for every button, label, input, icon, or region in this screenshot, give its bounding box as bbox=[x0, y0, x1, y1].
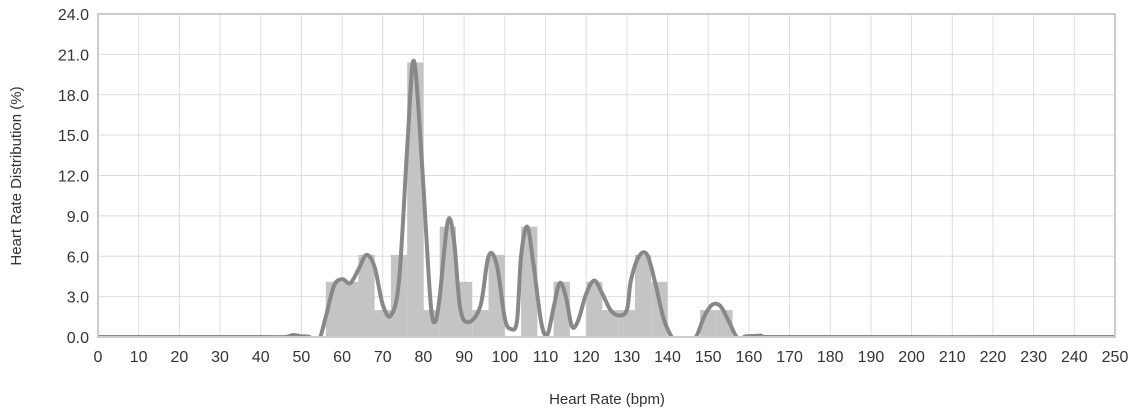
x-tick-label: 30 bbox=[211, 349, 229, 366]
x-tick-label: 110 bbox=[533, 349, 559, 366]
bars bbox=[325, 62, 733, 337]
x-tick-label: 10 bbox=[130, 349, 148, 366]
density-curve bbox=[98, 58, 1115, 337]
histogram-bar bbox=[342, 281, 359, 337]
x-tick-label: 200 bbox=[898, 349, 925, 366]
x-tick-label: 40 bbox=[252, 349, 270, 366]
x-tick-label: 190 bbox=[858, 349, 885, 366]
x-tick-label: 60 bbox=[333, 349, 351, 366]
y-axis-title: Heart Rate Distribution (%) bbox=[8, 86, 25, 265]
x-tick-label: 100 bbox=[491, 349, 518, 366]
x-tick-label: 210 bbox=[939, 349, 966, 366]
y-tick-label: 15.0 bbox=[58, 128, 89, 145]
x-tick-label: 230 bbox=[1020, 349, 1047, 366]
x-tick-label: 150 bbox=[695, 349, 722, 366]
histogram-bar bbox=[634, 254, 652, 337]
y-tick-label: 0.0 bbox=[67, 330, 89, 347]
histogram-bar bbox=[586, 281, 603, 337]
x-tick-label: 240 bbox=[1061, 349, 1088, 366]
y-tick-label: 21.0 bbox=[58, 47, 89, 64]
x-tick-label: 250 bbox=[1102, 349, 1129, 366]
histogram-bar bbox=[472, 310, 489, 337]
plot-frame bbox=[97, 13, 1116, 338]
x-tick-label: 90 bbox=[455, 349, 473, 366]
x-tick-label: 130 bbox=[613, 349, 640, 366]
y-tick-label: 18.0 bbox=[58, 88, 89, 105]
histogram-bar bbox=[602, 310, 619, 337]
x-tick-label: 140 bbox=[654, 349, 681, 366]
x-tick-label: 80 bbox=[415, 349, 433, 366]
x-tick-label: 0 bbox=[94, 349, 103, 366]
y-tick-label: 12.0 bbox=[58, 169, 89, 186]
y-tick-labels: 0.0 3.0 6.0 9.0 12.0 15.0 18.0 21.0 24.0 bbox=[58, 7, 89, 347]
grid-lines bbox=[97, 13, 1116, 338]
x-tick-label: 180 bbox=[817, 349, 844, 366]
plot-border bbox=[97, 13, 1116, 338]
x-tick-label: 20 bbox=[170, 349, 188, 366]
x-tick-label: 220 bbox=[980, 349, 1007, 366]
y-tick-label: 6.0 bbox=[67, 249, 89, 266]
density-curve-layer bbox=[98, 58, 1115, 337]
y-tick-label: 24.0 bbox=[58, 7, 89, 24]
x-tick-label: 50 bbox=[293, 349, 311, 366]
x-tick-label: 160 bbox=[736, 349, 763, 366]
histogram-bar bbox=[488, 254, 505, 337]
y-tick-label: 3.0 bbox=[67, 290, 89, 307]
y-tick-label: 9.0 bbox=[67, 209, 89, 226]
x-tick-labels: 0 10 20 30 40 50 60 70 80 90 100 110 120 130 140 150 160… bbox=[94, 349, 1129, 366]
x-axis-title: Heart Rate (bpm) bbox=[549, 391, 665, 408]
histogram-bar bbox=[358, 254, 375, 337]
x-tick-label: 70 bbox=[374, 349, 392, 366]
x-tick-label: 120 bbox=[573, 349, 600, 366]
x-tick-label: 170 bbox=[776, 349, 803, 366]
